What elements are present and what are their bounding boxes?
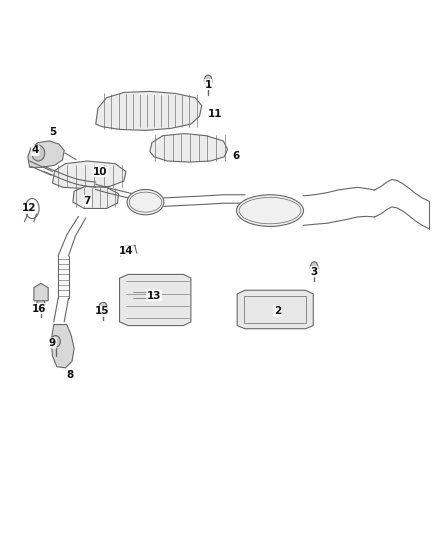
- Ellipse shape: [32, 145, 45, 161]
- Text: 1: 1: [205, 79, 212, 90]
- Polygon shape: [96, 91, 202, 131]
- Text: 9: 9: [49, 338, 56, 348]
- Ellipse shape: [51, 336, 60, 347]
- Text: 7: 7: [83, 196, 91, 206]
- Text: 3: 3: [311, 267, 318, 277]
- Text: 12: 12: [21, 204, 36, 214]
- Ellipse shape: [99, 302, 107, 313]
- Polygon shape: [53, 161, 126, 189]
- Text: 4: 4: [32, 146, 39, 156]
- Polygon shape: [51, 325, 74, 368]
- Text: 15: 15: [95, 306, 110, 316]
- Text: 13: 13: [147, 290, 161, 301]
- Polygon shape: [28, 141, 64, 167]
- Polygon shape: [34, 284, 48, 301]
- Ellipse shape: [36, 299, 45, 310]
- Polygon shape: [150, 134, 228, 162]
- Ellipse shape: [127, 190, 164, 215]
- Ellipse shape: [310, 262, 318, 273]
- Text: 14: 14: [119, 246, 133, 256]
- Ellipse shape: [204, 75, 212, 87]
- Polygon shape: [237, 290, 313, 329]
- Text: 2: 2: [274, 306, 281, 316]
- Text: 16: 16: [32, 304, 47, 314]
- Text: 6: 6: [233, 151, 240, 161]
- Text: 8: 8: [66, 369, 74, 379]
- Text: 5: 5: [49, 127, 56, 137]
- Text: 10: 10: [93, 166, 107, 176]
- Polygon shape: [120, 274, 191, 326]
- Text: 11: 11: [208, 109, 222, 118]
- Ellipse shape: [237, 195, 304, 227]
- Polygon shape: [73, 187, 119, 208]
